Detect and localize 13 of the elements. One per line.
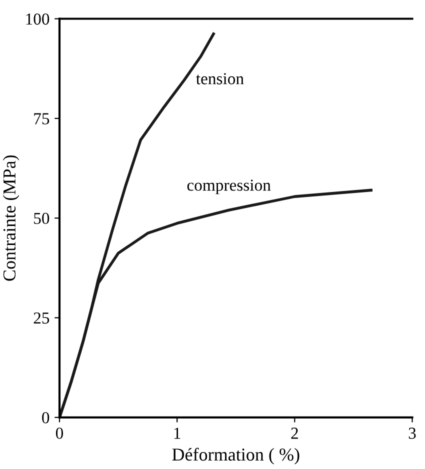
series-label: compression <box>187 180 271 194</box>
series-label: tension <box>196 73 244 84</box>
x-tick-label: 0 <box>56 428 64 439</box>
y-tick-label: 75 <box>34 113 50 124</box>
y-tick-label: 0 <box>42 412 50 424</box>
x-tick-label: 2 <box>291 428 298 439</box>
x-axis-title: Déformation ( %) <box>172 448 300 464</box>
y-tick-label: 100 <box>26 13 50 25</box>
y-axis-title: Contrainte (MPa) <box>2 155 20 281</box>
y-tick-label: 25 <box>34 312 50 324</box>
y-tick-label: 50 <box>34 212 50 224</box>
x-tick-label: 3 <box>408 428 416 439</box>
x-tick-label: 1 <box>174 428 180 439</box>
